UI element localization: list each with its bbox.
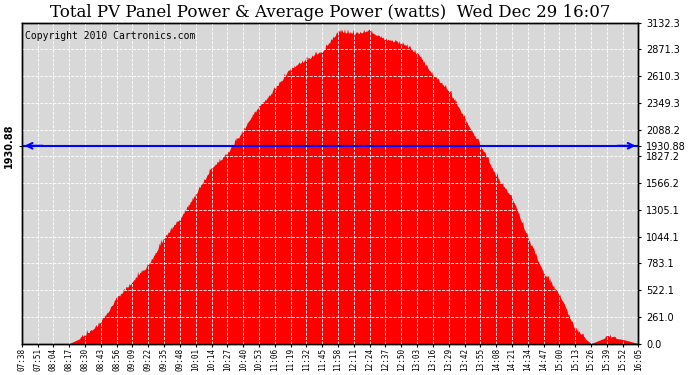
Title: Total PV Panel Power & Average Power (watts)  Wed Dec 29 16:07: Total PV Panel Power & Average Power (wa… [50,4,611,21]
Text: Copyright 2010 Cartronics.com: Copyright 2010 Cartronics.com [25,31,195,41]
